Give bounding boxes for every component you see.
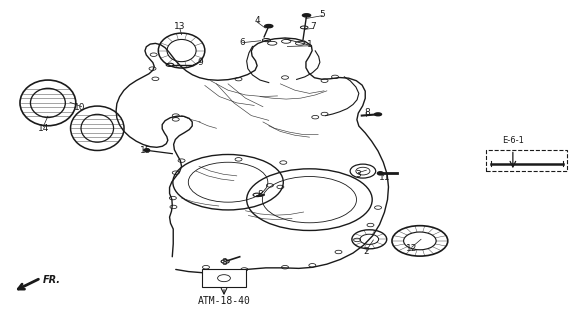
Ellipse shape [303, 14, 311, 17]
Text: FR.: FR. [43, 275, 61, 285]
Text: 2: 2 [364, 247, 369, 257]
Text: 14: 14 [37, 124, 49, 133]
Text: 8: 8 [221, 258, 227, 267]
Ellipse shape [377, 172, 383, 175]
Ellipse shape [374, 113, 381, 116]
Text: 6: 6 [239, 38, 245, 47]
Text: 9: 9 [198, 58, 204, 67]
Ellipse shape [144, 149, 150, 151]
Text: ATM-18-40: ATM-18-40 [197, 296, 251, 306]
Text: E-6-1: E-6-1 [502, 136, 524, 146]
Ellipse shape [265, 25, 273, 28]
Text: 7: 7 [310, 22, 316, 31]
Text: 12: 12 [406, 244, 418, 253]
Bar [486, 149, 568, 171]
Text: 13: 13 [174, 22, 186, 31]
Text: 8: 8 [364, 108, 370, 117]
Text: 4: 4 [254, 16, 260, 25]
Text: 8: 8 [258, 190, 263, 199]
Bar [203, 269, 245, 287]
Text: 15: 15 [140, 146, 151, 155]
Text: 3: 3 [356, 170, 361, 179]
Polygon shape [116, 38, 388, 273]
Text: 1: 1 [307, 40, 312, 49]
Text: 5: 5 [319, 10, 325, 19]
Text: 10: 10 [74, 103, 85, 112]
Text: 11: 11 [379, 173, 391, 182]
